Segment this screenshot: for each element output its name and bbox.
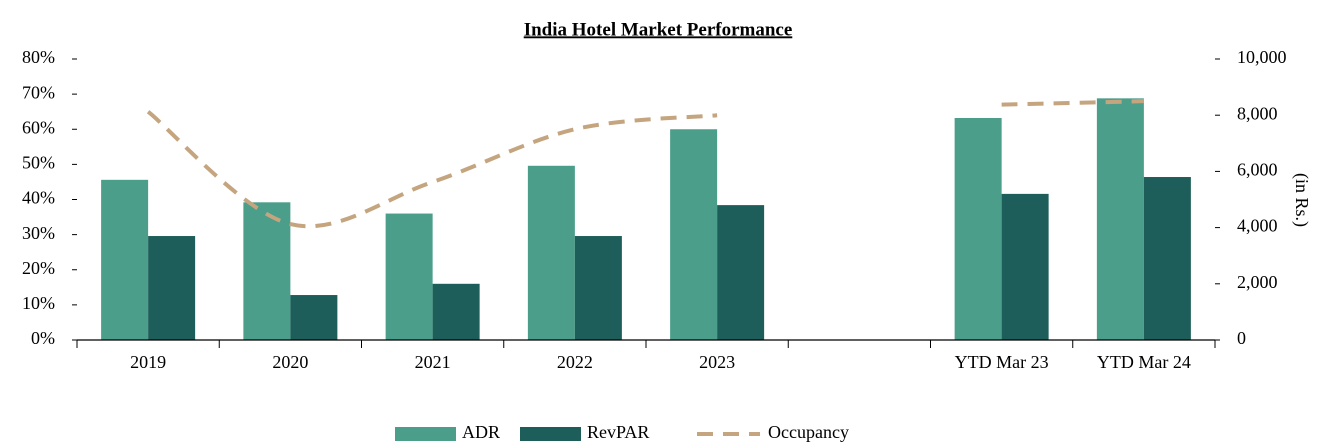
x-tick-label: 2020 (272, 352, 308, 372)
bar (574, 236, 622, 340)
y-tick-label: 60% (22, 117, 55, 137)
legend-label: Occupancy (768, 422, 849, 442)
y-tick-label: 40% (22, 188, 55, 208)
legend-label: RevPAR (587, 422, 649, 442)
y2-tick-label: 8,000 (1237, 103, 1278, 123)
x-tick-label: 2021 (415, 352, 451, 372)
y-tick-label: 50% (22, 153, 55, 173)
x-tick-label: YTD Mar 24 (1097, 352, 1191, 372)
chart-title: India Hotel Market Performance (524, 19, 793, 40)
x-tick-label: 2022 (557, 352, 593, 372)
bar (243, 202, 291, 340)
bar (290, 295, 338, 340)
bar (670, 129, 718, 340)
bar (1143, 177, 1191, 340)
bar (148, 236, 196, 340)
y-tick-label: 20% (22, 258, 55, 278)
y2-axis-label: (in Rs.) (1291, 173, 1312, 227)
bar (1001, 193, 1049, 340)
bar (527, 165, 575, 340)
line-series (146, 99, 1144, 229)
bar (385, 213, 433, 340)
y-tick-label: 80% (22, 47, 55, 67)
y-tick-label: 0% (31, 328, 55, 348)
legend-swatch (520, 427, 581, 441)
y2-tick-label: 0 (1237, 328, 1246, 348)
x-tick-label: 2019 (130, 352, 166, 372)
x-tick-label: 2023 (699, 352, 735, 372)
y2-tick-label: 4,000 (1237, 216, 1278, 236)
bar (432, 283, 480, 340)
legend-swatch (395, 427, 456, 441)
y-tick-label: 70% (22, 82, 55, 102)
bar (954, 118, 1002, 340)
x-tick-label: YTD Mar 23 (955, 352, 1049, 372)
legend-label: ADR (462, 422, 500, 442)
bar (101, 179, 149, 340)
y-tick-label: 10% (22, 293, 55, 313)
y-tick-label: 30% (22, 223, 55, 243)
y2-tick-label: 6,000 (1237, 160, 1278, 180)
bar (1096, 98, 1144, 340)
bar (717, 205, 765, 340)
y2-tick-label: 10,000 (1237, 47, 1287, 67)
y2-tick-label: 2,000 (1237, 272, 1278, 292)
